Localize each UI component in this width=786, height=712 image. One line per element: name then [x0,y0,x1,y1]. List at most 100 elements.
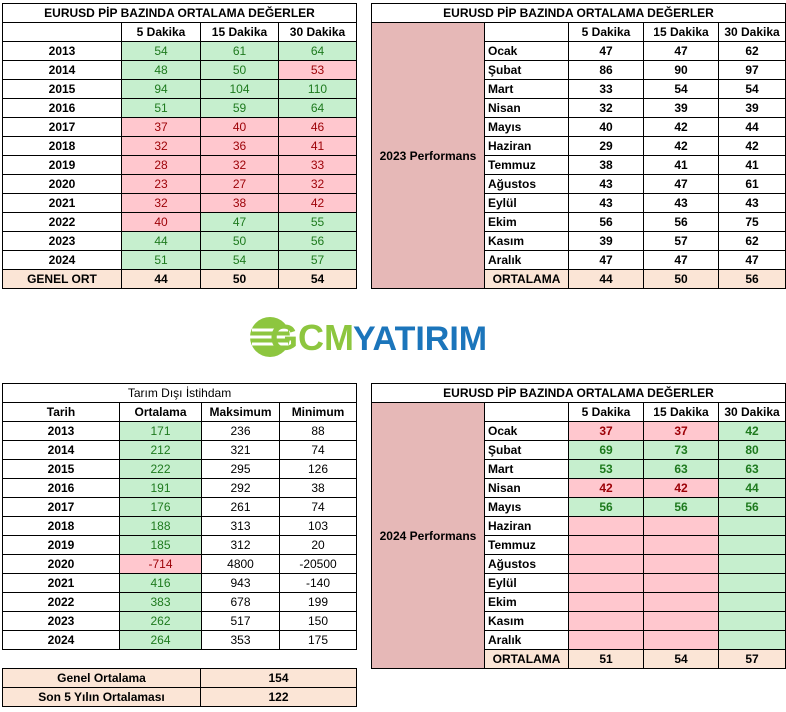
value-cell: 42 [643,478,719,498]
table-row: 2019 28 32 33 [2,155,357,175]
table-row: 2017 176 261 74 [2,497,358,517]
value-cell: 23 [121,174,201,194]
gcm-yatirim-logo: GCM YATIRIM [250,317,487,358]
table-title-row: EURUSD PİP BAZINDA ORTALAMA DEĞERLER [370,3,786,23]
table-row: 2016 51 59 64 [2,98,357,118]
total-label: ORTALAMA [484,649,569,669]
value-cell: 63 [643,459,719,479]
column-header: 15 Dakika [643,402,719,422]
average-cell: 176 [119,497,202,517]
summary-value: 154 [200,668,357,688]
value-cell: 47 [717,250,786,270]
value-cell: 50 [200,60,279,80]
value-cell: 42 [278,193,357,213]
month-label: Aralık [484,250,569,270]
table-row: Aralık 47 47 47 [372,250,786,270]
column-header: 5 Dakika [121,22,201,42]
table-title: EURUSD PİP BAZINDA ORTALAMA DEĞERLER [370,383,786,403]
table-title-row: Tarım Dışı İstihdam [1,383,358,403]
total-value: 54 [278,269,357,289]
year-label: 2023 [2,611,120,631]
month-label: Temmuz [484,535,569,555]
value-cell: 32 [121,136,201,156]
table-row: Ocak 37 37 42 [372,421,786,441]
value-cell: 38 [568,155,644,175]
month-label: Ocak [484,41,569,61]
value-cell: 90 [643,60,719,80]
year-label: 2013 [2,41,122,61]
minimum-cell: -20500 [278,554,358,574]
table-row: 2017 37 40 46 [2,117,357,137]
table-row: 2021 416 943 -140 [2,573,358,593]
month-label: Eylül [484,573,569,593]
year-label: 2016 [2,478,120,498]
value-cell: 75 [717,212,786,232]
maximum-cell: 313 [201,516,280,536]
value-cell [568,516,644,536]
month-label: Kasım [484,231,569,251]
table-row: 2020 23 27 32 [2,174,357,194]
value-cell: 80 [717,440,786,460]
value-cell: 43 [717,193,786,213]
table-title-row: EURUSD PİP BAZINDA ORTALAMA DEĞERLER [370,383,786,403]
year-label: 2014 [2,440,120,460]
value-cell: 61 [200,41,279,61]
table-row: 2015 222 295 126 [2,459,358,479]
value-cell: 32 [121,193,201,213]
table-row: 2014 48 50 53 [2,60,357,80]
average-cell: 185 [119,535,202,555]
value-cell: 51 [121,250,201,270]
value-cell: 97 [717,60,786,80]
minimum-cell: 175 [278,630,358,650]
table-row: Haziran 29 42 42 [372,136,786,156]
value-cell: 41 [717,155,786,175]
value-cell [643,573,719,593]
year-label: 2021 [2,193,122,213]
table-header-row: 5 Dakika 15 Dakika 30 Dakika [2,22,357,42]
value-cell: 43 [643,193,719,213]
value-cell: 47 [643,41,719,61]
year-label: 2017 [2,117,122,137]
table-row: 2024 51 54 57 [2,250,357,270]
average-cell: 416 [119,573,202,593]
value-cell: 47 [568,41,644,61]
table-row: 2018 188 313 103 [2,516,358,536]
value-cell: 54 [643,79,719,99]
value-cell: 39 [643,98,719,118]
value-cell: 64 [278,98,357,118]
value-cell: 33 [278,155,357,175]
year-label: 2022 [2,212,122,232]
summary-label: Son 5 Yılın Ortalaması [2,687,201,707]
value-cell: 48 [121,60,201,80]
table-row: 2013 54 61 64 [2,41,357,61]
value-cell: 51 [121,98,201,118]
year-label: 2014 [2,60,122,80]
average-cell: 191 [119,478,202,498]
year-label: 2022 [2,592,120,612]
table-row: Ekim [372,592,786,612]
value-cell [717,573,786,593]
value-cell: 54 [121,41,201,61]
minimum-cell: 126 [278,459,358,479]
value-cell: 32 [568,98,644,118]
table-row: 2013 171 236 88 [2,421,358,441]
value-cell: 59 [200,98,279,118]
column-header: Ortalama [119,402,202,422]
month-label: Ekim [484,212,569,232]
value-cell [643,554,719,574]
year-label: 2019 [2,535,120,555]
value-cell: 43 [568,174,644,194]
month-label: Şubat [484,440,569,460]
year-label: 2017 [2,497,120,517]
header-empty [2,22,122,42]
value-cell: 56 [278,231,357,251]
performance-label: 2023 Performans [371,22,485,289]
value-cell: 44 [717,478,786,498]
total-label: ORTALAMA [484,269,569,289]
month-label: Haziran [484,516,569,536]
value-cell: 110 [278,79,357,99]
month-label: Temmuz [484,155,569,175]
value-cell: 64 [278,41,357,61]
minimum-cell: -140 [278,573,358,593]
value-cell: 40 [200,117,279,137]
